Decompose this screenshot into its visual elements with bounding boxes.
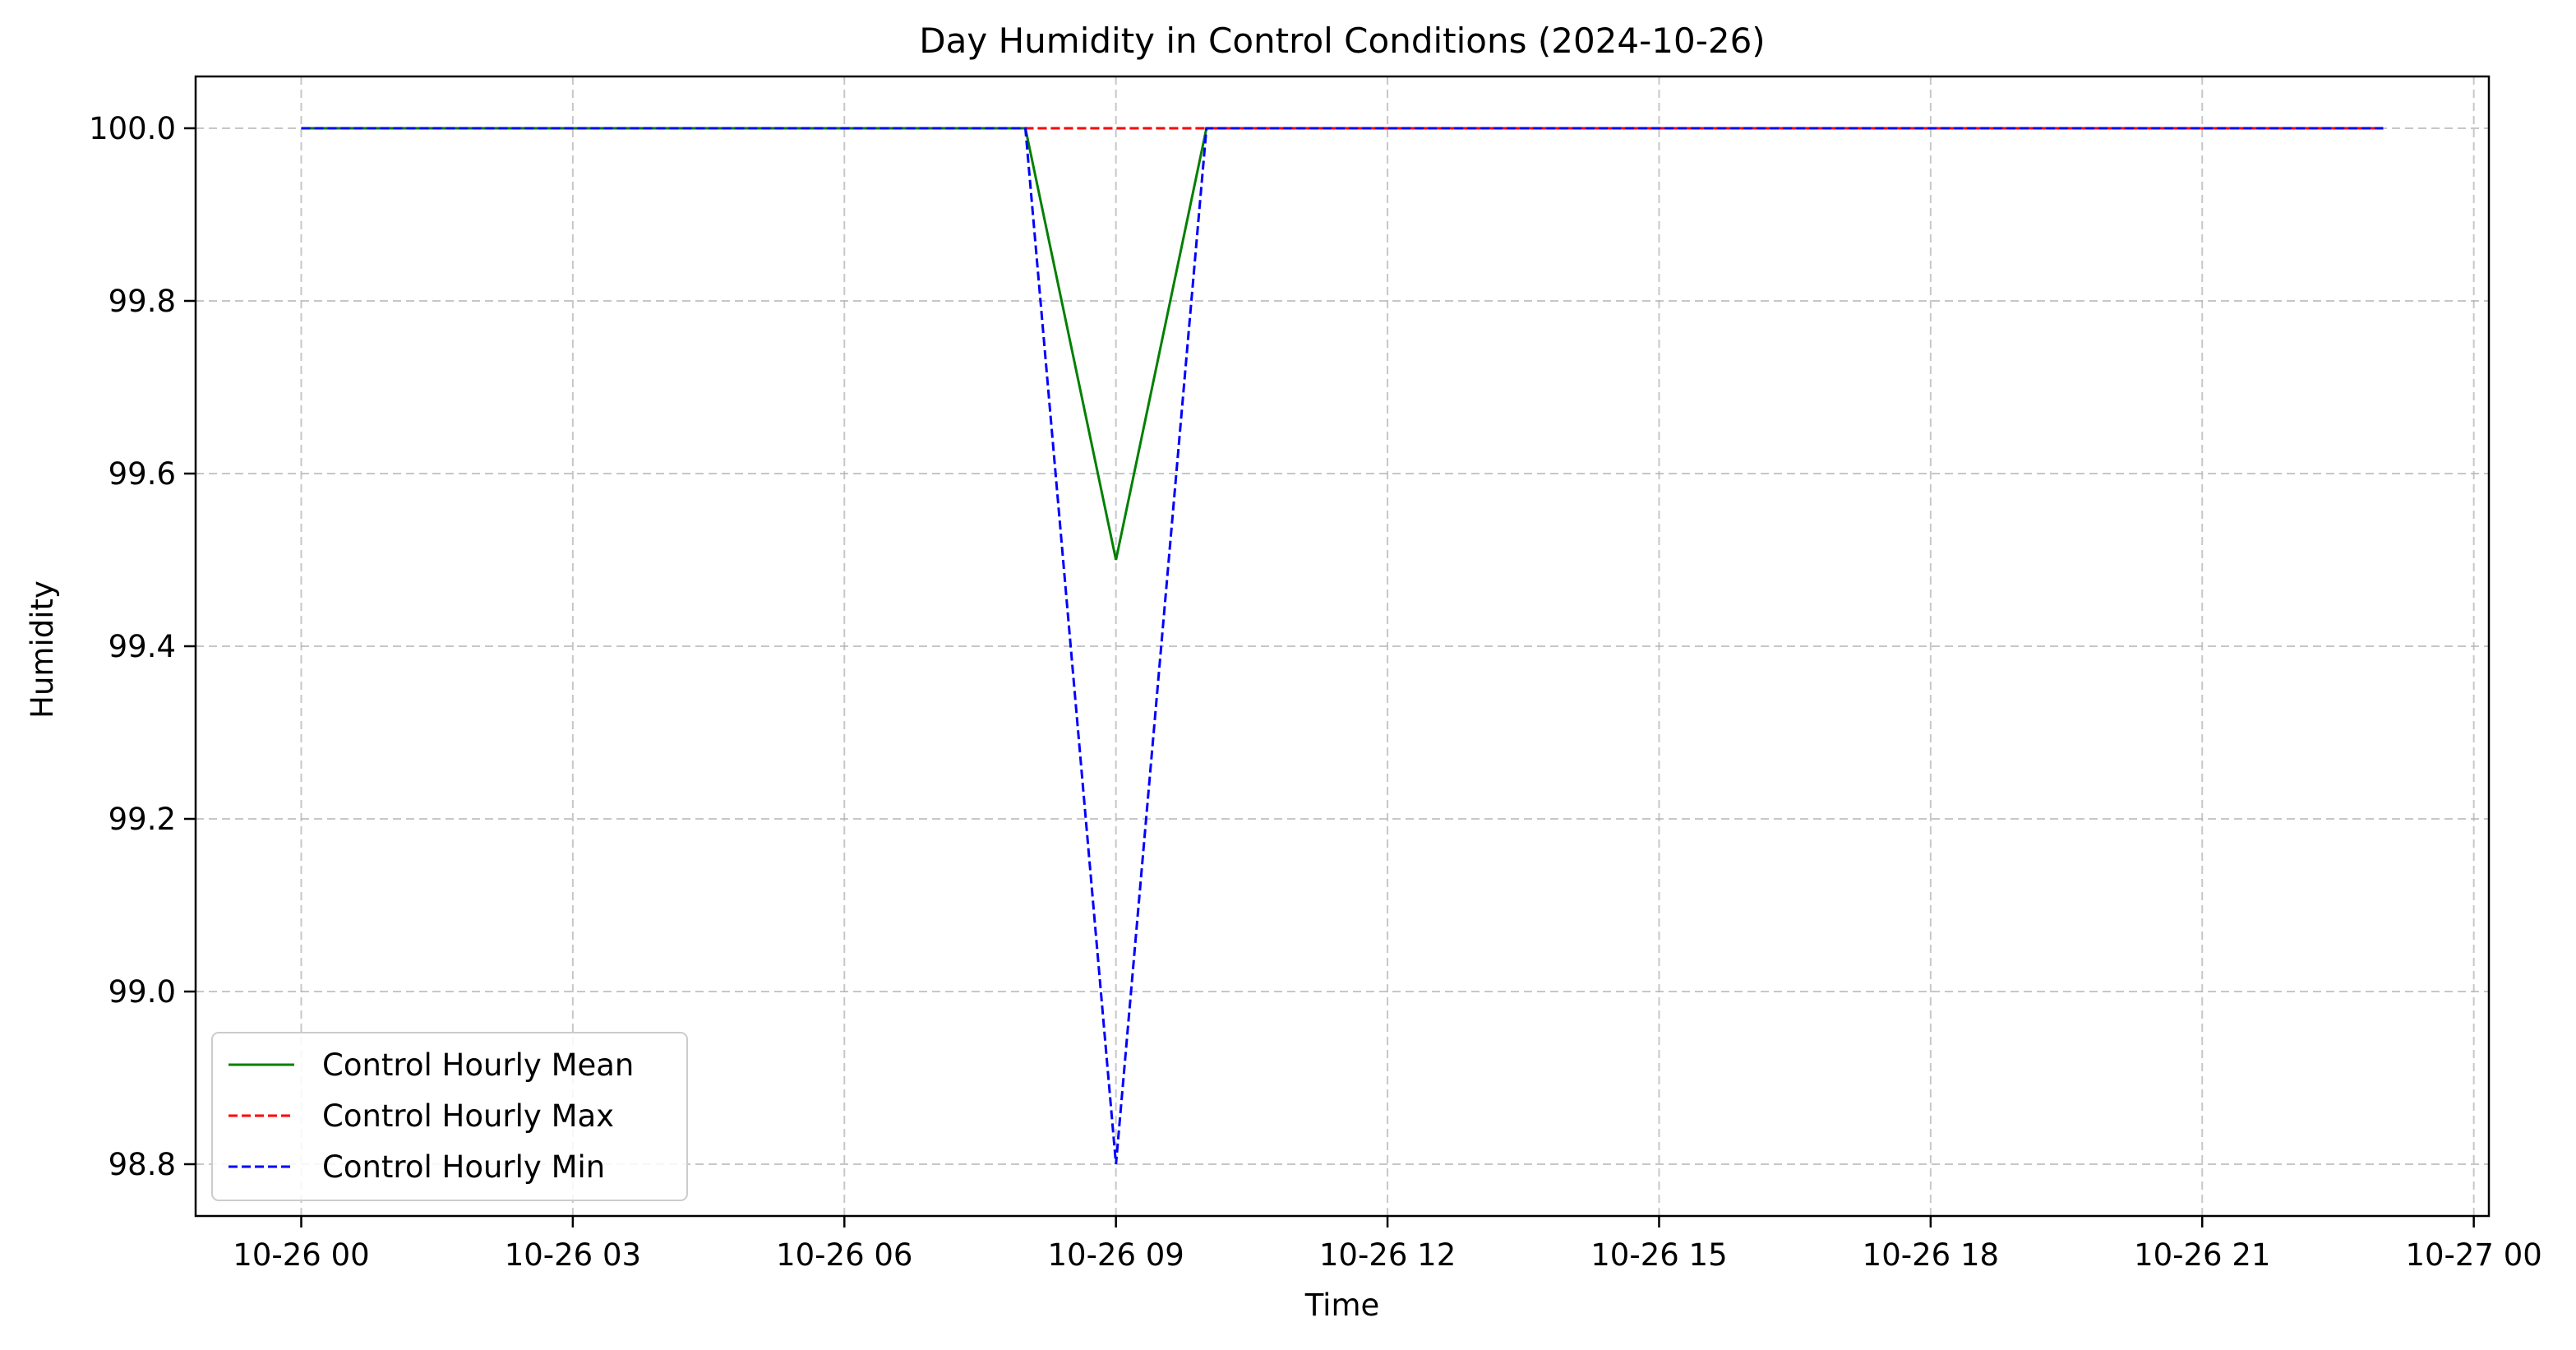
x-tick-label: 10-26 09 [1047,1237,1184,1273]
x-axis-label: Time [1304,1288,1380,1323]
y-tick-label: 99.2 [108,802,176,837]
legend-label: Control Hourly Min [322,1149,605,1185]
y-axis-ticks: 98.8 99.0 99.2 99.4 99.6 99.8 100.0 [89,111,196,1182]
legend-label: Control Hourly Max [322,1098,614,1134]
y-tick-label: 99.0 [108,974,176,1010]
y-tick-label: 99.8 [108,284,176,319]
y-tick-label: 99.6 [108,456,176,492]
x-tick-label: 10-26 06 [776,1237,912,1273]
x-tick-label: 10-26 12 [1319,1237,1456,1273]
x-tick-label: 10-27 00 [2405,1237,2541,1273]
grid [196,76,2489,1216]
series-lines [301,127,2384,1165]
y-tick-label: 100.0 [89,111,176,146]
y-tick-label: 98.8 [108,1147,176,1182]
series-line-control-hourly-min [301,127,2384,1165]
x-tick-label: 10-26 21 [2134,1237,2270,1273]
x-tick-label: 10-26 03 [505,1237,641,1273]
x-tick-label: 10-26 00 [233,1237,369,1273]
legend-box [211,1032,688,1201]
legend: Control Hourly Mean Control Hourly Max Con… [211,1032,688,1201]
chart-title: Day Humidity in Control Conditions (2024… [919,21,1765,61]
legend-label: Control Hourly Mean [322,1047,634,1083]
x-tick-label: 10-26 15 [1590,1237,1727,1273]
x-axis-ticks: 10-26 00 10-26 03 10-26 06 10-26 09 10-26 12… [233,1216,2542,1273]
y-tick-label: 99.4 [108,629,176,664]
y-axis-label: Humidity [25,580,60,719]
x-tick-label: 10-26 18 [1863,1237,1999,1273]
